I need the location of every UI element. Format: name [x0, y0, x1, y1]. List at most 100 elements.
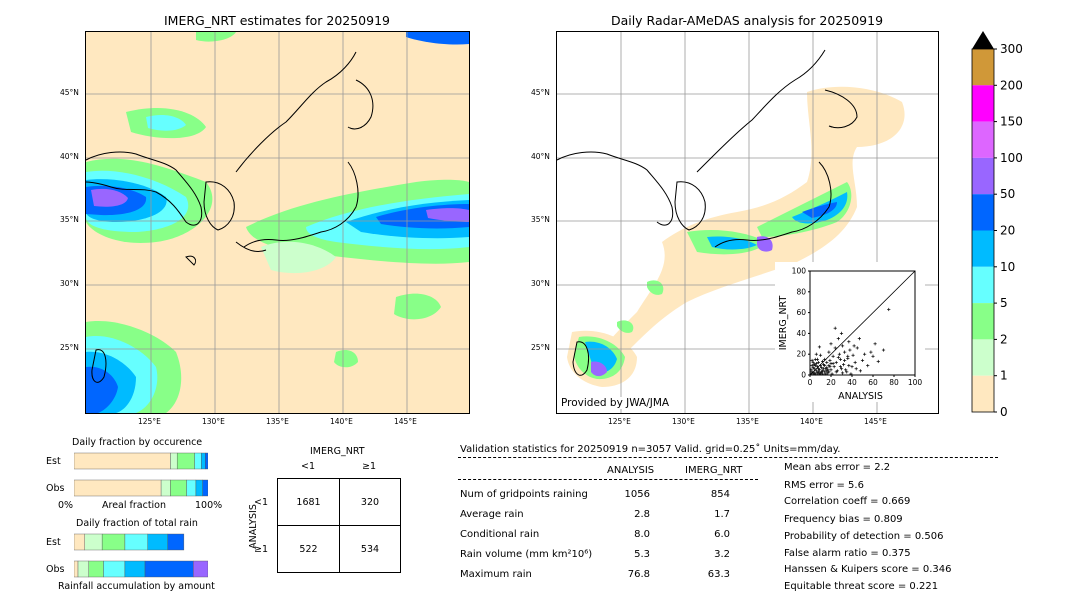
scatter-point: [832, 365, 836, 369]
fraction-bar-segment: [74, 479, 162, 497]
fraction-bar-segment: [124, 560, 146, 578]
fraction-bar-segment: [77, 560, 89, 578]
scatter-point: [887, 307, 891, 312]
right-map-canvas: [557, 32, 938, 413]
scatter-point: [821, 372, 825, 376]
scatter-ytick-label: 40: [796, 329, 806, 338]
left-precip-field: [86, 32, 469, 413]
left-lat-label: 35°N: [60, 215, 79, 224]
scatter-point: [843, 350, 847, 354]
scatter-point: [816, 367, 820, 371]
validation-col-imerg: IMERG_NRT: [685, 465, 743, 476]
colorbar-label: 2: [1000, 332, 1008, 346]
score-line: Hanssen & Kuipers score = 0.346: [784, 564, 952, 575]
right-lat-label: 25°N: [531, 343, 550, 352]
right-lon-label: 135°E: [736, 417, 759, 426]
colorbar-label: 200: [1000, 78, 1023, 92]
fraction-bar-segment: [195, 479, 203, 497]
stat-analysis-value: 2.8: [634, 509, 650, 520]
scatter-point: [819, 370, 824, 374]
scatter-ylabel: IMERG_NRT: [778, 296, 789, 351]
fraction-bar-segment: [202, 479, 208, 497]
colorbar-label: 150: [1000, 115, 1023, 129]
colorbar-label: 300: [1000, 42, 1023, 56]
right-lat-label: 45°N: [531, 88, 550, 97]
scatter-point: [822, 367, 826, 371]
stat-analysis-value: 76.8: [627, 569, 650, 580]
stat-imerg-value: 63.3: [707, 569, 730, 580]
right-map-title: Daily Radar-AMeDAS analysis for 20250919: [610, 13, 884, 28]
scatter-point: [823, 364, 827, 368]
scatter-point: [816, 360, 820, 365]
scatter-point: [871, 354, 875, 358]
stat-imerg-value: 854: [710, 489, 730, 500]
stat-imerg-value: 3.2: [714, 549, 730, 560]
scatter-ytick-label: 60: [796, 308, 806, 317]
right-lon-label: 145°E: [864, 417, 887, 426]
scatter-point: [810, 358, 814, 363]
scatter-point: [814, 361, 818, 366]
left-map-panel: [85, 31, 470, 414]
scatter-point: [846, 354, 850, 358]
scatter-point: [829, 342, 833, 346]
stat-analysis-value: 5.3: [634, 549, 650, 560]
score-line: Frequency bias = 0.809: [784, 514, 903, 525]
left-map-coastline: [86, 51, 374, 383]
scatter-point: [850, 365, 854, 369]
scatter-xtick-label: 60: [868, 378, 878, 387]
scatter-point: [824, 372, 828, 376]
fraction-bar-segment: [170, 452, 178, 470]
scatter-point: [842, 363, 846, 367]
score-line: RMS error = 5.6: [784, 480, 864, 491]
scatter-point: [809, 368, 813, 372]
left-lon-label: 135°E: [266, 417, 289, 426]
fraction-bar-segment: [201, 452, 206, 470]
occurrence-title: Daily fraction by occurence: [72, 437, 203, 448]
scatter-xtick-label: 40: [847, 378, 857, 387]
colorbar-segment: [972, 85, 994, 122]
scatter-point: [815, 357, 819, 361]
colorbar-segment: [972, 121, 994, 158]
right-lon-label: 125°E: [608, 417, 631, 426]
data-credit: Provided by JWA/JMA: [561, 397, 670, 409]
fraction-bar-segment: [147, 533, 168, 551]
scatter-point: [834, 370, 838, 374]
scatter-ytick-label: 0: [801, 371, 806, 380]
contingency-row-ge1: ≥1: [254, 544, 269, 555]
score-line: Equitable threat score = 0.221: [784, 581, 939, 592]
stat-label: Average rain: [460, 509, 524, 520]
scatter-point: [863, 352, 867, 356]
occurrence-est-label: Est: [46, 456, 61, 467]
fraction-bar-segment: [160, 479, 171, 497]
validation-subdivider: [458, 479, 758, 480]
fraction-bar-segment: [205, 452, 208, 470]
stat-imerg-value: 6.0: [714, 529, 730, 540]
colorbar-label: 10: [1000, 260, 1015, 274]
scatter-point: [833, 346, 837, 350]
right-lon-label: 140°E: [800, 417, 823, 426]
scatter-ytick-label: 100: [792, 267, 807, 276]
occurrence-xlabel: Areal fraction: [102, 500, 167, 511]
stat-label: Rain volume (mm km²10⁶): [460, 549, 593, 560]
left-lat-label: 40°N: [60, 152, 79, 161]
occurrence-xmin: 0%: [58, 500, 74, 511]
scatter-point: [869, 350, 873, 354]
scatter-point: [854, 367, 858, 371]
scatter-point: [873, 342, 877, 346]
colorbar-segment: [972, 375, 994, 412]
colorbar-label: 20: [1000, 224, 1015, 238]
fraction-bar-segment: [170, 479, 187, 497]
right-lat-label: 30°N: [531, 279, 550, 288]
fraction-bar-segment: [74, 452, 171, 470]
left-lon-label: 130°E: [202, 417, 225, 426]
scatter-point: [845, 370, 849, 374]
fraction-bar-segment: [167, 533, 185, 551]
fraction-bar-segment: [103, 560, 126, 578]
scatter-point: [844, 368, 848, 372]
contingency-cell: 522: [299, 544, 318, 555]
scatter-point: [829, 368, 833, 372]
scatter-point: [849, 372, 853, 376]
scatter-point: [812, 371, 816, 375]
left-lon-label: 125°E: [138, 417, 161, 426]
